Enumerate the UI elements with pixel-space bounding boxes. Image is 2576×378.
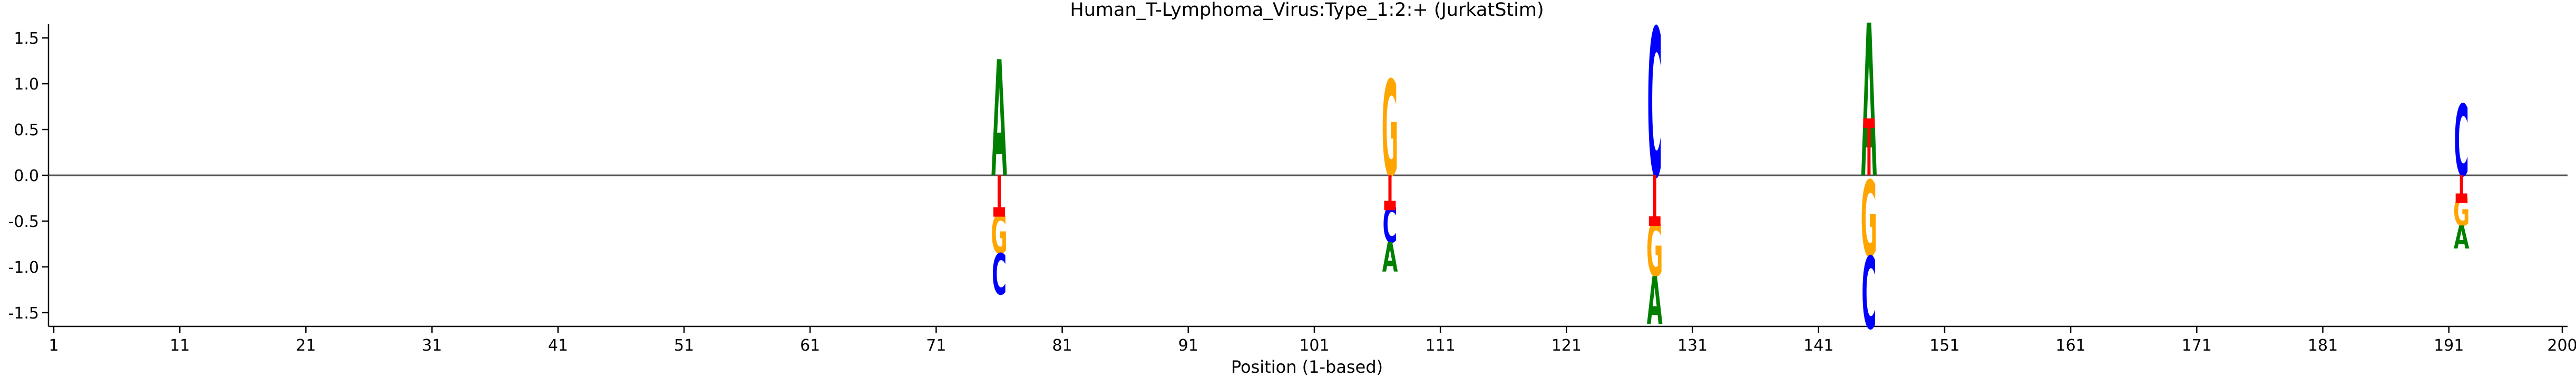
logo-letter-c: C <box>1861 237 1876 352</box>
y-tick-label: -1.0 <box>8 258 39 277</box>
y-tick-label: 0.0 <box>14 167 39 185</box>
x-tick-label: 51 <box>674 336 694 355</box>
x-tick-label: 191 <box>2434 336 2464 355</box>
logo-letter-g: G <box>1861 160 1877 281</box>
x-tick-label: 21 <box>296 336 316 355</box>
logo-letter-c: C <box>992 242 1007 307</box>
x-tick-label: 81 <box>1052 336 1072 355</box>
plot-area: 1.51.00.50.0-0.5-1.0-1.51 11 21 31 41 51 61 71 8… <box>8 0 2576 355</box>
x-tick-label: 31 <box>422 336 442 355</box>
error-bar-marker <box>993 207 1005 217</box>
x-tick-label: 161 <box>2056 336 2086 355</box>
y-tick-label: 1.5 <box>14 29 39 48</box>
chart-title: Human_T-Lymphoma_Virus:Type_1:2:+ (Jurka… <box>1070 0 1544 21</box>
logo-letter-a: A <box>1861 0 1877 225</box>
logo-letter-a: A <box>1382 235 1398 281</box>
error-bar-marker <box>1648 216 1661 226</box>
y-tick-label: -1.5 <box>8 304 39 323</box>
x-tick-label: 11 <box>170 336 190 355</box>
error-bar-marker <box>1384 201 1396 211</box>
x-axis-label: Position (1-based) <box>1231 357 1383 377</box>
x-tick-label: 101 <box>1299 336 1329 355</box>
x-tick-label: 111 <box>1426 336 1456 355</box>
logo-letter-a: A <box>2454 220 2470 256</box>
y-tick-label: 0.5 <box>14 121 39 140</box>
error-bar-marker <box>2455 193 2467 203</box>
x-tick-label: 200 <box>2547 336 2576 355</box>
x-tick-label: 71 <box>926 336 946 355</box>
y-tick-label: 1.0 <box>14 75 39 94</box>
error-bar-marker <box>1863 118 1875 128</box>
x-tick-label: 61 <box>800 336 820 355</box>
x-tick-label: 91 <box>1178 336 1198 355</box>
logo-letter-a: A <box>1647 263 1663 340</box>
x-tick-label: 171 <box>2182 336 2212 355</box>
y-tick-label: -0.5 <box>8 213 39 231</box>
x-tick-label: 121 <box>1552 336 1582 355</box>
x-tick-label: 131 <box>1677 336 1707 355</box>
x-tick-label: 141 <box>1803 336 1833 355</box>
x-tick-label: 181 <box>2308 336 2338 355</box>
x-tick-label: 41 <box>548 336 568 355</box>
x-tick-label: 151 <box>1929 336 1959 355</box>
x-tick-label: 1 <box>48 336 58 355</box>
